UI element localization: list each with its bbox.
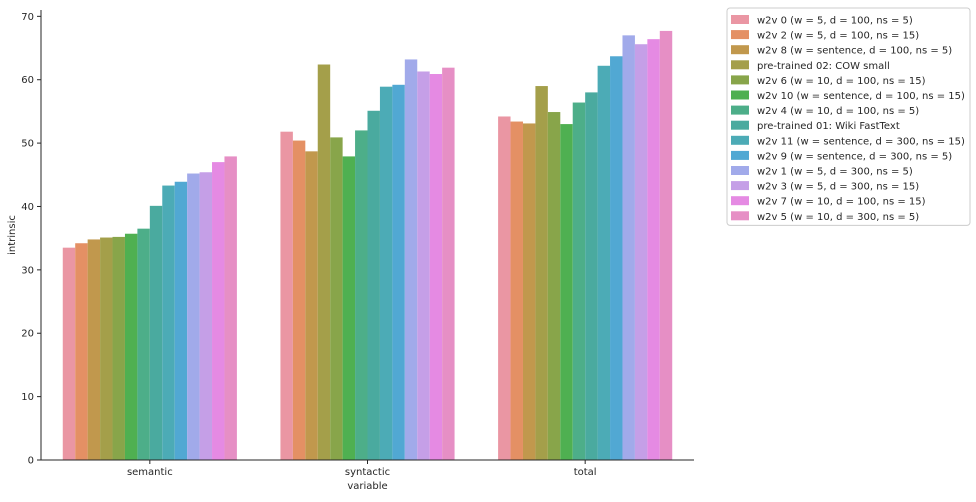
legend-label: w2v 3 (w = 5, d = 300, ns = 15) — [757, 182, 919, 193]
legend-swatch — [731, 196, 749, 206]
bar — [100, 237, 113, 460]
legend-swatch — [731, 45, 749, 55]
bar — [162, 185, 175, 460]
y-tick-label: 50 — [21, 139, 34, 150]
bar — [647, 39, 660, 460]
legend-label: w2v 7 (w = 10, d = 100, ns = 15) — [757, 197, 926, 208]
bar — [585, 92, 598, 461]
legend-label: w2v 1 (w = 5, d = 300, ns = 5) — [757, 167, 913, 178]
legend-swatch — [731, 166, 749, 175]
bar — [124, 233, 138, 460]
bar — [355, 130, 368, 460]
bars-layer — [62, 30, 673, 461]
y-tick-label: 70 — [21, 12, 34, 23]
y-tick-label: 20 — [21, 329, 34, 340]
bar — [187, 173, 200, 461]
legend-swatch — [731, 120, 749, 130]
legend-swatch — [731, 105, 749, 115]
x-tick-label: semantic — [127, 467, 173, 478]
x-tick-label: syntactic — [345, 467, 390, 478]
bar — [75, 243, 88, 460]
bar — [330, 137, 343, 461]
bar — [342, 156, 356, 460]
y-tick-label: 0 — [28, 456, 34, 467]
y-tick-label: 30 — [21, 265, 34, 276]
bar — [572, 102, 586, 460]
legend-label: w2v 6 (w = 10, d = 100, ns = 15) — [757, 76, 926, 87]
bar — [417, 71, 430, 460]
bar — [280, 131, 293, 461]
bar — [560, 124, 573, 461]
bar — [199, 172, 213, 460]
bar — [597, 65, 611, 460]
legend-frame — [726, 7, 971, 226]
y-axis-label: intrinsic — [7, 215, 18, 255]
legend-label: w2v 10 (w = sentence, d = 100, ns = 15) — [757, 91, 965, 102]
bar — [547, 112, 561, 461]
legend-label: w2v 11 (w = sentence, d = 300, ns = 15) — [757, 136, 965, 147]
bar — [535, 86, 548, 460]
bar — [634, 44, 648, 461]
bar — [442, 67, 455, 460]
bar — [137, 228, 150, 460]
y-ticks: 0 10 20 30 40 50 60 70 — [21, 12, 41, 467]
bar — [212, 162, 225, 460]
legend-items: w2v 0 (w = 5, d = 100, ns = 5) w2v 2 (w =… — [731, 15, 965, 223]
bar — [367, 110, 380, 460]
y-tick-label: 60 — [21, 75, 34, 86]
legend-label: pre-trained 01: Wiki FastText — [757, 121, 900, 132]
bar — [622, 35, 635, 460]
legend-swatch — [731, 150, 749, 160]
bar — [224, 156, 237, 460]
legend: w2v 0 (w = 5, d = 100, ns = 5) w2v 2 (w =… — [726, 7, 971, 226]
bar — [292, 140, 306, 460]
legend-label: w2v 9 (w = sentence, d = 300, ns = 5) — [757, 151, 952, 162]
legend-label: w2v 8 (w = sentence, d = 100, ns = 5) — [757, 46, 952, 57]
bar — [87, 239, 101, 460]
bar — [522, 123, 536, 460]
bar — [317, 64, 331, 460]
bar — [392, 84, 405, 461]
x-tick-label: total — [574, 467, 597, 478]
bar — [379, 86, 393, 461]
legend-swatch — [731, 30, 749, 40]
legend-label: pre-trained 02: COW small — [757, 61, 890, 72]
legend-swatch — [731, 135, 749, 145]
legend-label: w2v 0 (w = 5, d = 100, ns = 5) — [757, 16, 913, 27]
x-axis-label: variable — [347, 481, 387, 492]
legend-swatch — [731, 181, 749, 191]
bar — [429, 74, 443, 460]
bar — [404, 59, 418, 461]
bar — [174, 181, 188, 460]
legend-swatch — [731, 211, 749, 221]
bar — [610, 56, 623, 460]
legend-label: w2v 2 (w = 5, d = 100, ns = 15) — [757, 31, 919, 42]
legend-swatch — [731, 60, 749, 70]
y-tick-label: 40 — [21, 202, 34, 213]
bar — [510, 121, 523, 461]
y-tick-label: 10 — [21, 392, 34, 403]
bar — [112, 236, 125, 460]
legend-swatch — [731, 75, 749, 85]
bar — [305, 151, 318, 461]
bar — [149, 205, 163, 460]
bar — [659, 30, 673, 460]
legend-label: w2v 4 (w = 10, d = 100, ns = 5) — [757, 106, 919, 117]
legend-label: w2v 5 (w = 10, d = 300, ns = 5) — [757, 212, 919, 223]
bar — [498, 116, 511, 460]
x-ticks: semantic syntactic total — [127, 460, 597, 478]
legend-swatch — [731, 15, 749, 24]
legend-swatch — [731, 90, 749, 100]
bar — [62, 247, 76, 460]
